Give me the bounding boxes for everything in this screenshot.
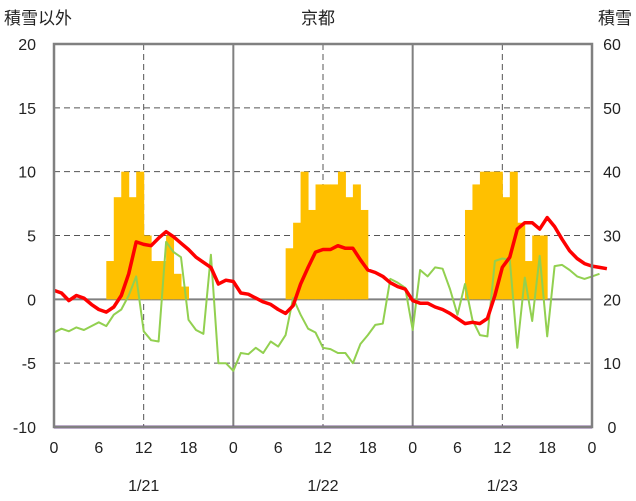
x-tick-label: 6 <box>453 440 462 457</box>
snow-bar <box>136 171 145 300</box>
snow-bar <box>293 222 302 300</box>
x-tick-label: 12 <box>135 440 153 457</box>
x-tick-label: 0 <box>50 440 59 457</box>
snow-bar <box>151 261 160 300</box>
plot-border <box>52 42 594 429</box>
date-label: 1/21 <box>128 478 159 495</box>
left-tick-label: 10 <box>18 165 36 182</box>
snow-bar <box>121 171 130 300</box>
x-tick-label: 12 <box>493 440 511 457</box>
snow-bar <box>479 171 488 300</box>
x-tick-label: 0 <box>588 440 597 457</box>
left-axis-label: 積雪以外 <box>4 9 72 28</box>
right-tick-label: 0 <box>608 420 617 437</box>
snow-bar <box>517 222 526 300</box>
snow-bar <box>315 184 324 300</box>
snow-bar <box>166 235 175 300</box>
left-tick-label: 15 <box>18 101 36 118</box>
snow-bar <box>337 171 346 300</box>
snow-bar <box>285 248 294 300</box>
right-tick-label: 10 <box>603 356 621 373</box>
left-tick-label: 20 <box>18 37 36 54</box>
snow-bar <box>539 235 548 300</box>
x-tick-label: 6 <box>274 440 283 457</box>
x-tick-label: 12 <box>314 440 332 457</box>
left-tick-label: -10 <box>13 420 36 437</box>
left-tick-label: 0 <box>27 292 36 309</box>
snow-depth-bars <box>106 171 548 300</box>
snow-bar <box>352 184 361 300</box>
plot-frame <box>52 42 594 429</box>
date-label: 1/23 <box>487 478 518 495</box>
date-label: 1/22 <box>307 478 338 495</box>
snow-bar <box>487 171 496 300</box>
snow-bar <box>524 261 533 300</box>
right-tick-label: 60 <box>603 37 621 54</box>
snow-bar <box>494 171 503 300</box>
snow-bar <box>532 235 541 300</box>
x-tick-label: 0 <box>408 440 417 457</box>
chart-title: 京都 <box>301 9 335 29</box>
right-tick-label: 40 <box>603 165 621 182</box>
snow-bar <box>323 184 331 300</box>
snow-bar <box>128 197 137 300</box>
snow-bar <box>360 209 369 300</box>
right-tick-label: 20 <box>603 292 621 309</box>
snow-bar <box>143 235 152 300</box>
x-tick-label: 18 <box>180 440 198 457</box>
snow-bar <box>502 197 511 300</box>
x-tick-label: 6 <box>94 440 103 457</box>
snow-bar <box>300 171 309 300</box>
snow-bar <box>113 197 122 300</box>
red-series-line <box>53 215 608 326</box>
snow-bar <box>106 261 115 300</box>
right-tick-label: 30 <box>603 229 621 246</box>
snow-bar <box>472 184 481 300</box>
snow-bar <box>464 209 473 300</box>
left-tick-label: 5 <box>27 229 36 246</box>
x-tick-label: 18 <box>359 440 377 457</box>
right-tick-label: 50 <box>603 101 621 118</box>
snow-bar <box>308 209 317 300</box>
snow-bar <box>173 273 182 300</box>
x-tick-label: 18 <box>538 440 556 457</box>
snow-bar <box>330 184 339 300</box>
left-tick-label: -5 <box>22 356 36 373</box>
right-axis-label: 積雪 <box>598 9 632 28</box>
x-tick-label: 0 <box>229 440 238 457</box>
